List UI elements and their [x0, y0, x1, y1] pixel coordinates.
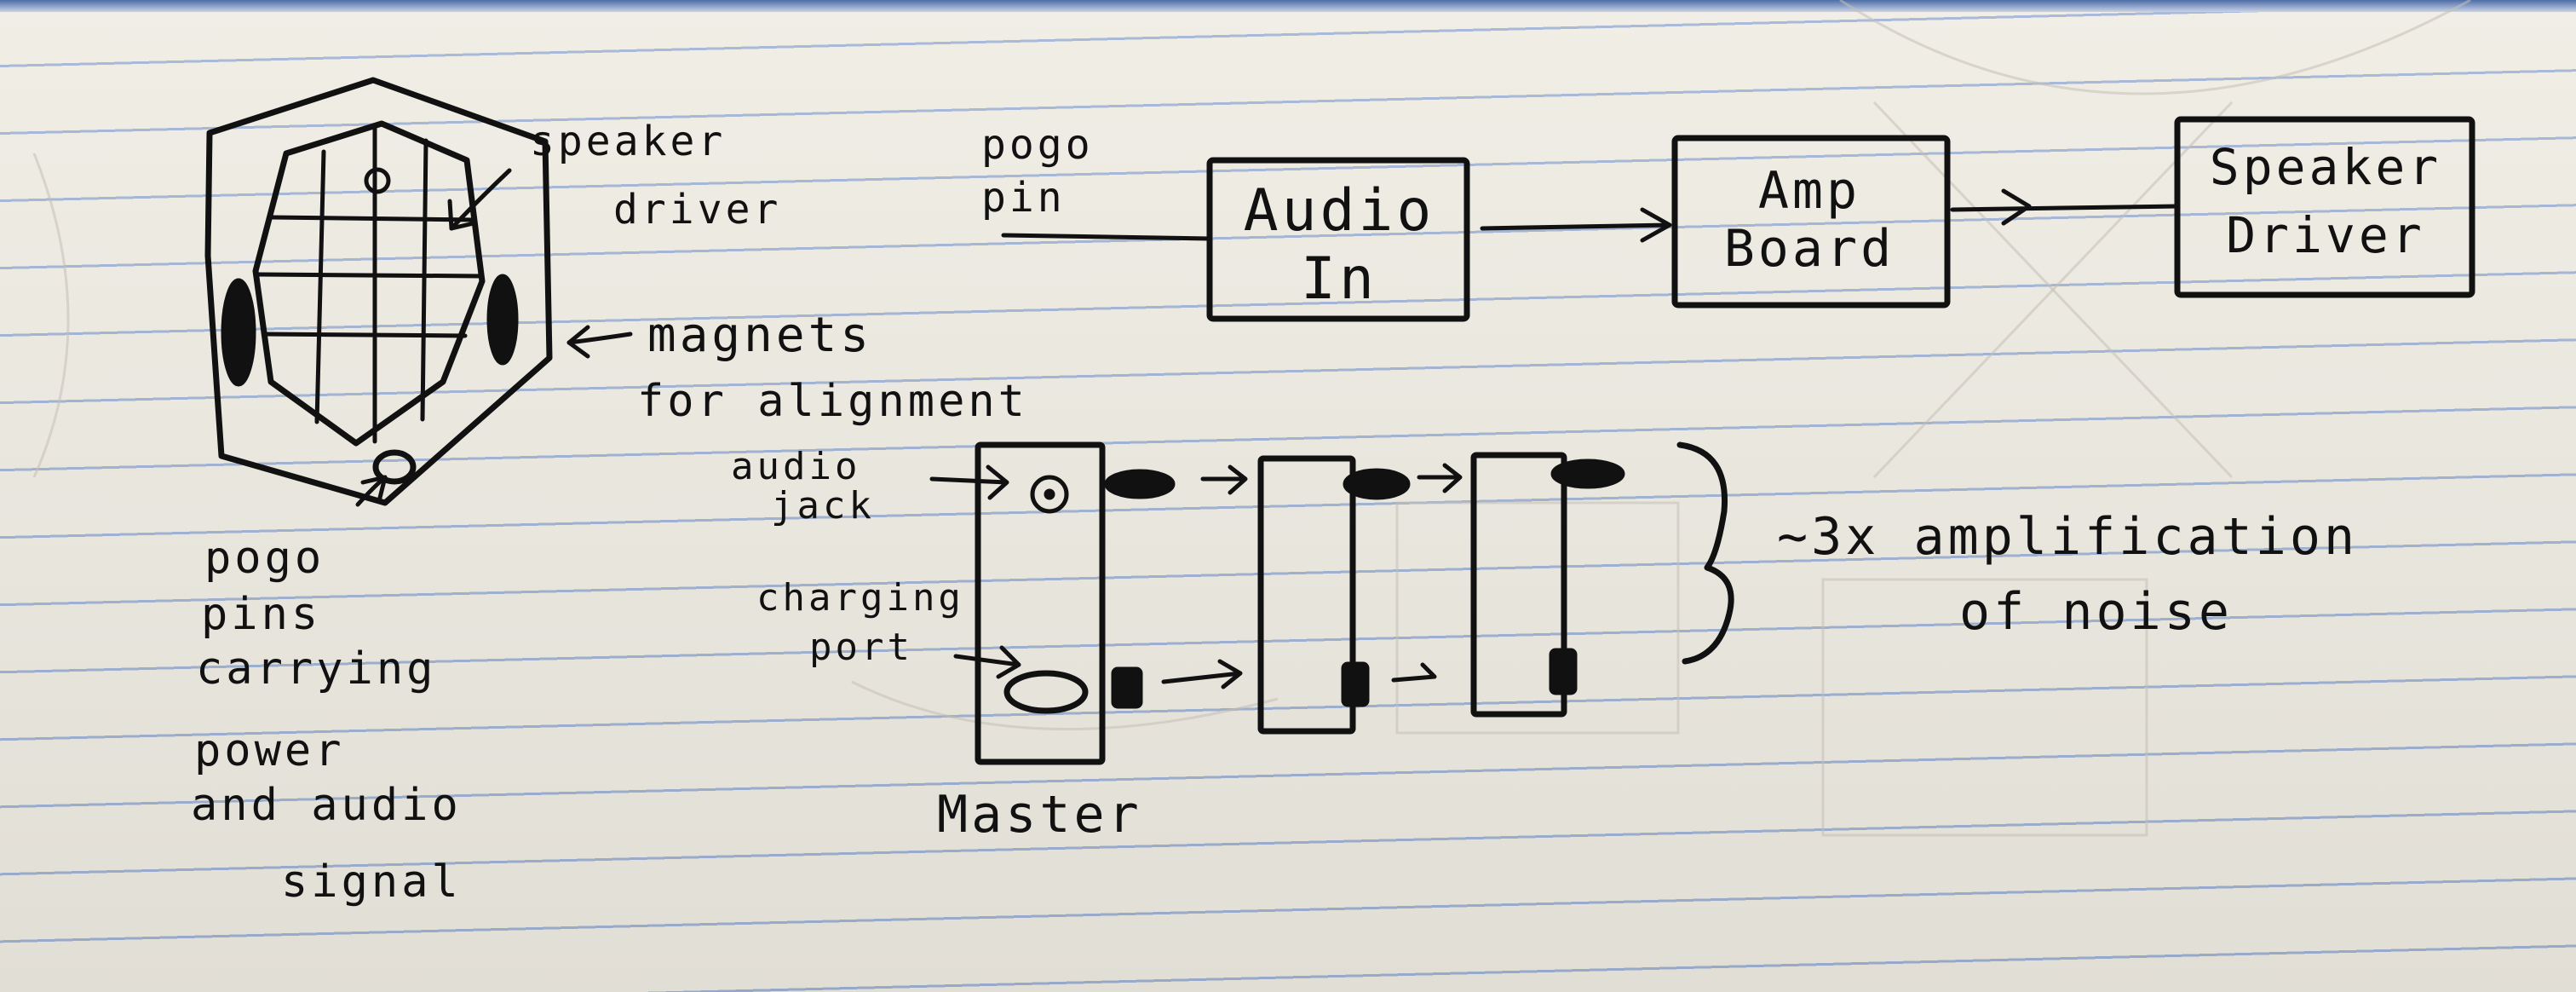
arrow-power-1 — [1161, 659, 1243, 689]
pogo-pins-label-line3: carrying — [196, 643, 436, 695]
right-magnet — [486, 274, 519, 366]
brace — [1676, 441, 1734, 665]
audio-jack-label-line1: audio — [731, 445, 860, 488]
speaker-grille — [255, 125, 485, 444]
module-2 — [1257, 455, 1356, 735]
speaker-grille-outline — [252, 120, 486, 447]
pogo-pin-input-label-line2: pin — [981, 174, 1066, 222]
master-audio-jack-center — [1044, 488, 1055, 500]
input-wire — [1001, 233, 1212, 241]
daisy-chain-diagram: audio jack charging port — [731, 441, 2358, 845]
module-3-power-output — [1549, 648, 1578, 695]
master-module — [975, 441, 1106, 765]
amp-board-block-label-line1: Amp — [1758, 161, 1860, 221]
hexagon-label-pointers — [355, 168, 633, 507]
hexagon-module-diagram — [204, 77, 553, 506]
pogo-pins-label-line5: and audio — [191, 780, 462, 831]
audio-in-block — [1206, 157, 1470, 322]
master-power-output — [1111, 666, 1143, 709]
note-line2: of noise — [1959, 582, 2233, 642]
pogo-pins-label-line6: signal — [281, 856, 462, 908]
master-label: Master — [937, 785, 1142, 845]
pogo-pin-input-label-line1: pogo — [981, 121, 1094, 169]
audio-jack-pointer — [929, 464, 1009, 500]
speaker-driver-label-line1: speaker — [530, 118, 726, 165]
audio-jack-label-line2: jack — [771, 484, 875, 528]
left-magnet — [221, 278, 256, 387]
pogo-pins-label-line4: power — [194, 725, 345, 776]
charging-port-pointer — [953, 645, 1021, 679]
notebook-top-edge — [0, 0, 2576, 12]
magnets-label-line1: magnets — [647, 308, 872, 363]
speaker-driver-block-label-line1: Speaker — [2210, 138, 2441, 196]
module-3 — [1470, 452, 1567, 718]
arrow-audio-2 — [1417, 463, 1463, 493]
amp-board-block — [1671, 135, 1951, 309]
module-2-audio-output — [1343, 468, 1411, 500]
arrow-audio-1 — [1200, 464, 1248, 495]
arrow-power-2 — [1391, 662, 1437, 683]
charging-port-label-line2: port — [809, 626, 913, 669]
audio-in-block-label-line2: In — [1301, 245, 1377, 313]
master-audio-output — [1104, 469, 1176, 499]
note-line1: ~3x amplification — [1777, 507, 2358, 567]
pogo-pins-label-line1: pogo — [204, 533, 325, 584]
bottom-pogo-pin — [372, 449, 417, 485]
signal-chain-diagram: pogo pin Audio In Amp Board Speaker Driv… — [981, 116, 2475, 322]
module-2-power-output — [1341, 661, 1370, 707]
arrow-amp-to-speaker — [1950, 188, 2180, 226]
hexagon-outline — [204, 77, 553, 506]
pogo-pins-label-line2: pins — [201, 589, 321, 640]
speaker-driver-block-label-line2: Driver — [2226, 206, 2425, 264]
arrow-audio-to-amp — [1480, 207, 1672, 243]
speaker-driver-label-line2: driver — [613, 186, 781, 234]
top-pogo-pin — [364, 167, 391, 194]
audio-in-block-label-line1: Audio — [1244, 177, 1435, 245]
magnets-label-line2: for alignment — [637, 376, 1028, 427]
speaker-driver-block — [2174, 116, 2475, 298]
master-charging-port — [1003, 670, 1089, 714]
amp-board-block-label-line2: Board — [1724, 219, 1895, 279]
charging-port-label-line1: charging — [756, 576, 964, 620]
module-3-audio-output — [1550, 459, 1625, 489]
bleed-through-marks — [32, 0, 2471, 837]
master-audio-jack — [1030, 475, 1069, 514]
